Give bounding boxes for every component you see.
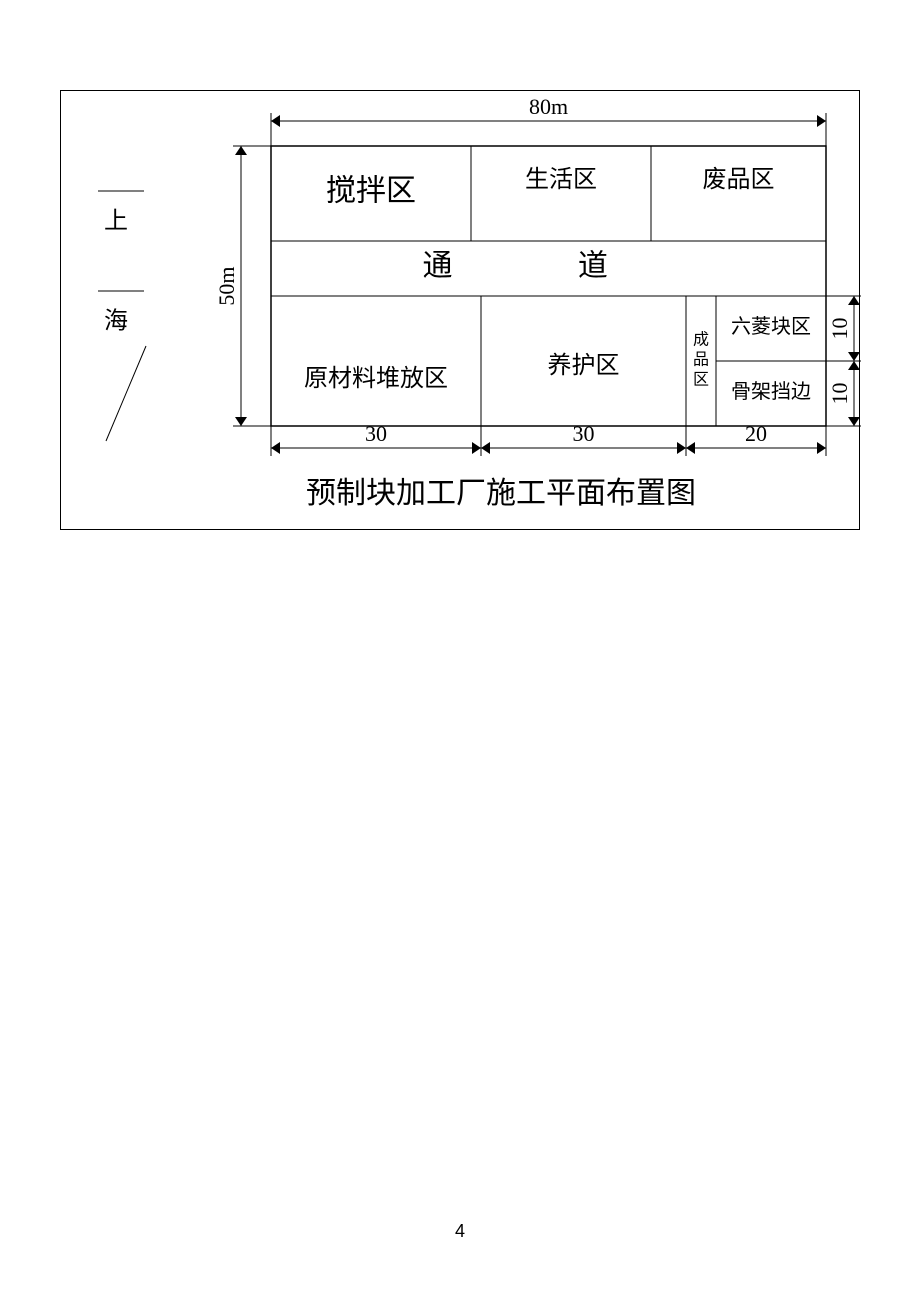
- page: 搅拌区 生活区 废品区通 道原材料堆放区 养护区 成品区 六菱块区骨架挡边 80m 50m 30 3…: [0, 0, 920, 1302]
- svg-text:搅拌区: 搅拌区: [326, 174, 416, 207]
- svg-text:品: 品: [693, 352, 709, 369]
- svg-text:20: 20: [745, 421, 767, 446]
- svg-text:养护区: 养护区: [548, 352, 620, 379]
- svg-text:海: 海: [104, 308, 128, 335]
- svg-text:六菱块区: 六菱块区: [731, 315, 811, 338]
- svg-text:道: 道: [578, 249, 608, 282]
- svg-text:生活区: 生活区: [525, 166, 597, 193]
- svg-text:区: 区: [693, 372, 709, 389]
- diagram-panel: 搅拌区 生活区 废品区通 道原材料堆放区 养护区 成品区 六菱块区骨架挡边 80m 50m 30 3…: [60, 90, 860, 530]
- svg-text:原材料堆放区: 原材料堆放区: [304, 365, 448, 392]
- svg-text:通: 通: [423, 249, 453, 282]
- svg-text:80m: 80m: [529, 94, 568, 119]
- svg-text:上: 上: [104, 208, 128, 235]
- svg-text:10: 10: [827, 383, 852, 405]
- svg-text:50m: 50m: [214, 266, 239, 305]
- floor-plan-svg: 搅拌区 生活区 废品区通 道原材料堆放区 养护区 成品区 六菱块区骨架挡边 80m 50m 30 3…: [61, 91, 861, 531]
- svg-text:骨架挡边: 骨架挡边: [731, 380, 811, 403]
- svg-text:10: 10: [827, 318, 852, 340]
- svg-text:预制块加工厂施工平面布置图: 预制块加工厂施工平面布置图: [306, 477, 696, 510]
- page-number: 4: [0, 1221, 920, 1242]
- svg-text:成: 成: [693, 331, 709, 349]
- svg-text:30: 30: [365, 421, 387, 446]
- svg-text:废品区: 废品区: [703, 166, 775, 193]
- svg-text:30: 30: [573, 421, 595, 446]
